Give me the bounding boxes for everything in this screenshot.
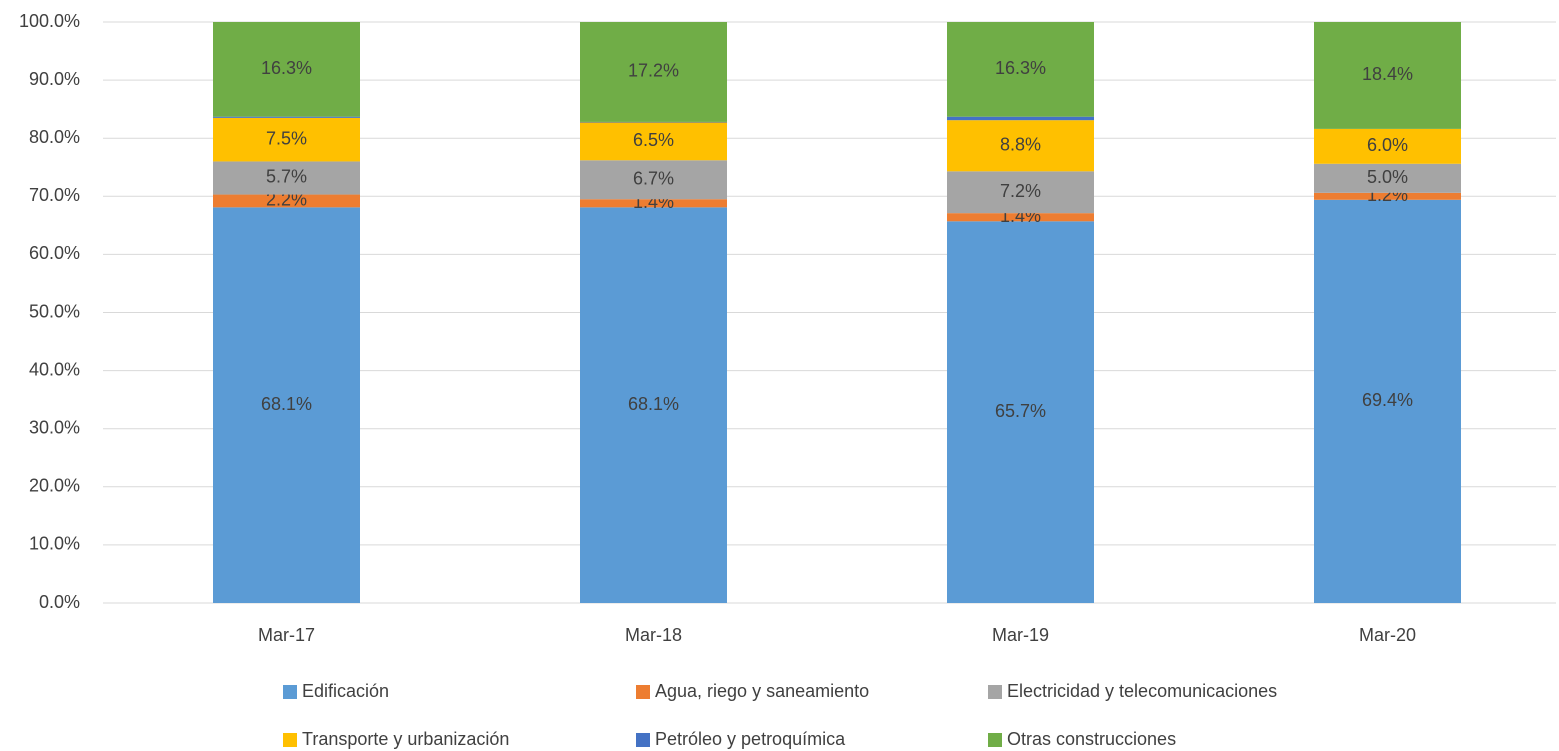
bar-segment bbox=[1314, 192, 1461, 200]
bar-segment bbox=[1314, 199, 1461, 603]
y-tick-label: 50.0% bbox=[29, 301, 80, 321]
bar-segment bbox=[213, 22, 360, 117]
y-tick-label: 40.0% bbox=[29, 359, 80, 379]
bar-segment bbox=[1314, 22, 1461, 129]
bar-segment bbox=[580, 199, 727, 208]
legend-label: Transporte y urbanización bbox=[302, 729, 509, 749]
data-label: 68.1% bbox=[261, 394, 312, 414]
data-label: 7.2% bbox=[1000, 181, 1041, 201]
data-label: 8.8% bbox=[1000, 135, 1041, 155]
data-label: 2.2% bbox=[266, 190, 307, 210]
data-label: 5.7% bbox=[266, 167, 307, 187]
data-label: 7.5% bbox=[266, 128, 307, 148]
legend-label: Electricidad y telecomunicaciones bbox=[1007, 681, 1277, 701]
bar-segment bbox=[947, 22, 1094, 117]
x-tick-label: Mar-20 bbox=[1359, 625, 1416, 645]
bar-segment bbox=[1314, 128, 1461, 164]
y-tick-label: 80.0% bbox=[29, 127, 80, 147]
bar-segment bbox=[947, 221, 1094, 603]
y-tick-label: 10.0% bbox=[29, 534, 80, 554]
y-tick-label: 0.0% bbox=[39, 592, 80, 612]
data-label: 65.7% bbox=[995, 401, 1046, 421]
bar-segment bbox=[213, 116, 360, 118]
bar-segment bbox=[1314, 163, 1461, 193]
bar-segment bbox=[947, 213, 1094, 222]
y-tick-label: 30.0% bbox=[29, 417, 80, 437]
data-label: 16.3% bbox=[261, 58, 312, 78]
data-label: 5.0% bbox=[1367, 167, 1408, 187]
data-label: 6.5% bbox=[633, 130, 674, 150]
data-label: 6.0% bbox=[1367, 135, 1408, 155]
bar-segment bbox=[213, 161, 360, 195]
bar-segment bbox=[580, 121, 727, 123]
data-label: 6.7% bbox=[633, 168, 674, 188]
legend-swatch bbox=[283, 733, 297, 747]
bar-segment bbox=[580, 160, 727, 200]
y-tick-label: 70.0% bbox=[29, 185, 80, 205]
legend-swatch bbox=[636, 685, 650, 699]
legend-label: Agua, riego y saneamiento bbox=[655, 681, 869, 701]
y-tick-label: 20.0% bbox=[29, 476, 80, 496]
legend-label: Edificación bbox=[302, 681, 389, 701]
bar-segment bbox=[580, 22, 727, 122]
x-tick-label: Mar-19 bbox=[992, 625, 1049, 645]
bar-segment bbox=[213, 117, 360, 162]
legend-swatch bbox=[636, 733, 650, 747]
data-label: 17.2% bbox=[628, 61, 679, 81]
bar-segment bbox=[213, 194, 360, 208]
data-label: 69.4% bbox=[1362, 390, 1413, 410]
legend-swatch bbox=[988, 733, 1002, 747]
bar-segment bbox=[947, 116, 1094, 121]
bar-segment bbox=[213, 207, 360, 604]
data-label: 18.4% bbox=[1362, 64, 1413, 84]
bar-segment bbox=[580, 122, 727, 161]
legend-label: Otras construcciones bbox=[1007, 729, 1176, 749]
x-tick-label: Mar-18 bbox=[625, 625, 682, 645]
y-tick-label: 60.0% bbox=[29, 243, 80, 263]
bar-segment bbox=[947, 171, 1094, 214]
legend-label: Petróleo y petroquímica bbox=[655, 729, 846, 749]
data-label: 68.1% bbox=[628, 394, 679, 414]
legend-swatch bbox=[988, 685, 1002, 699]
data-label: 16.3% bbox=[995, 58, 1046, 78]
legend-swatch bbox=[283, 685, 297, 699]
bar-segment bbox=[580, 207, 727, 604]
y-tick-label: 90.0% bbox=[29, 69, 80, 89]
y-tick-label: 100.0% bbox=[19, 11, 80, 31]
bar-segment bbox=[947, 120, 1094, 172]
x-tick-label: Mar-17 bbox=[258, 625, 315, 645]
